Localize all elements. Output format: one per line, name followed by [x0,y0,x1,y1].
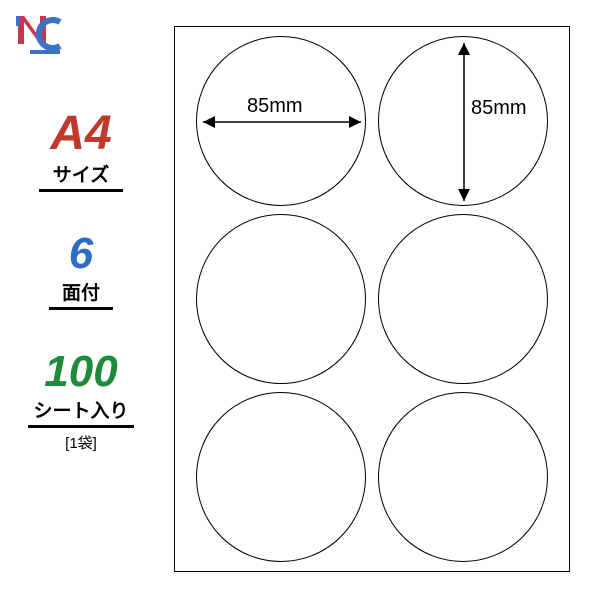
label-circle: 85mm [196,36,366,206]
spec-faces-value: 6 [69,232,93,276]
spec-size-value: A4 [50,110,111,158]
spec-sheet-count: 100 シート入り [1袋] [16,350,146,453]
spec-sheets-value: 100 [44,350,117,394]
label-circle [196,214,366,384]
divider [49,307,113,310]
spec-faces-label: 面付 [62,278,100,305]
label-circle [378,214,548,384]
label-circle [196,392,366,562]
label-sheet-diagram: 85mm 85mm [174,26,570,572]
divider [28,425,134,428]
spec-sheets-label: シート入り [33,396,128,423]
dimension-horizontal-icon [197,37,367,207]
divider [39,189,123,192]
brand-logo [16,10,70,58]
spec-sheets-note: [1袋] [65,432,97,453]
dimension-h-text: 85mm [247,95,303,118]
dimension-v-text: 85mm [471,97,527,120]
spec-size-label: サイズ [53,160,109,187]
spec-paper-size: A4 サイズ [16,110,146,192]
spec-sidebar: A4 サイズ 6 面付 100 シート入り [1袋] [16,110,146,453]
label-circle: 85mm [378,36,548,206]
dimension-vertical-icon [379,37,549,207]
spec-face-count: 6 面付 [16,232,146,310]
label-circle [378,392,548,562]
